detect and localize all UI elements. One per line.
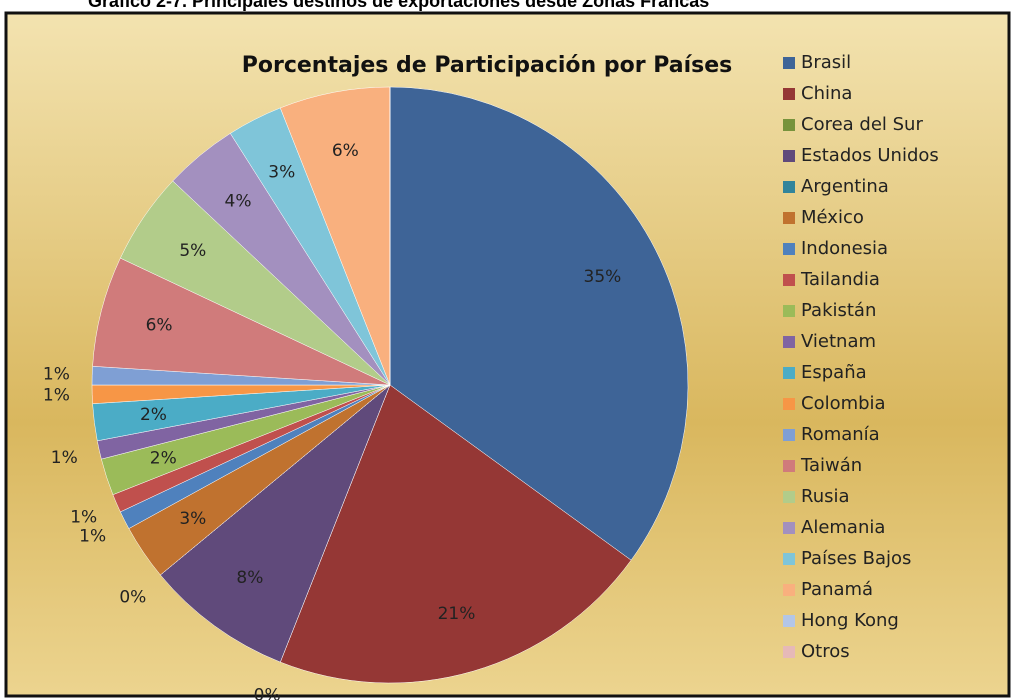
- legend-label: Hong Kong: [801, 610, 899, 631]
- legend-swatch: [783, 119, 795, 131]
- data-label: 6%: [146, 316, 173, 336]
- legend-label: Países Bajos: [801, 548, 911, 569]
- legend-label: España: [801, 362, 867, 383]
- legend-swatch: [783, 491, 795, 503]
- legend-swatch: [783, 553, 795, 565]
- data-label: 2%: [150, 449, 177, 469]
- legend-swatch: [783, 57, 795, 69]
- data-label: 21%: [438, 604, 476, 624]
- legend-label: Colombia: [801, 393, 886, 414]
- legend-label: México: [801, 207, 864, 228]
- legend-label: Tailandia: [800, 269, 880, 290]
- data-label: 6%: [332, 141, 359, 161]
- pie-slice: [279, 384, 632, 684]
- legend-label: Indonesia: [801, 238, 888, 259]
- data-label: 1%: [70, 508, 97, 528]
- pie-slice: [389, 86, 689, 561]
- legend-label: Pakistán: [801, 300, 876, 321]
- legend-swatch: [783, 398, 795, 410]
- legend-swatch: [783, 212, 795, 224]
- legend-label: Alemania: [801, 517, 885, 538]
- page-heading: Gráfico 2-7. Principales destinos de exp…: [88, 0, 709, 11]
- legend-label: Corea del Sur: [801, 114, 923, 135]
- data-label: 1%: [43, 385, 70, 405]
- legend-swatch: [783, 305, 795, 317]
- chart-title: Porcentajes de Participación por Países: [242, 53, 733, 78]
- legend-swatch: [783, 367, 795, 379]
- data-label: 2%: [140, 405, 167, 425]
- legend-label: Estados Unidos: [801, 145, 939, 166]
- legend-label: Otros: [801, 641, 850, 662]
- data-label: 0%: [119, 588, 146, 608]
- legend-label: Panamá: [801, 579, 873, 600]
- legend-swatch: [783, 88, 795, 100]
- legend-swatch: [783, 584, 795, 596]
- legend-label: Rusia: [801, 486, 850, 507]
- legend-swatch: [783, 336, 795, 348]
- data-label: 4%: [225, 191, 252, 211]
- data-label: 1%: [79, 527, 106, 547]
- data-label: 3%: [179, 509, 206, 529]
- legend-swatch: [783, 522, 795, 534]
- data-label: 3%: [268, 163, 295, 183]
- legend-swatch: [783, 429, 795, 441]
- legend-swatch: [783, 615, 795, 627]
- legend-swatch: [783, 646, 795, 658]
- legend-label: Argentina: [801, 176, 889, 197]
- legend-label: Brasil: [801, 52, 851, 73]
- legend-swatch: [783, 150, 795, 162]
- data-label: 0%: [254, 685, 281, 700]
- legend-swatch: [783, 274, 795, 286]
- legend-swatch: [783, 243, 795, 255]
- legend-label: Taiwán: [800, 455, 862, 476]
- data-label: 5%: [179, 241, 206, 261]
- legend-label: Vietnam: [801, 331, 876, 352]
- data-label: 8%: [236, 568, 263, 588]
- legend-swatch: [783, 460, 795, 472]
- data-label: 1%: [51, 448, 78, 468]
- pie-slice: [160, 384, 391, 663]
- data-label: 1%: [43, 365, 70, 385]
- legend-label: China: [801, 83, 852, 104]
- data-label: 35%: [584, 267, 622, 287]
- legend-label: Romanía: [801, 424, 880, 445]
- legend-swatch: [783, 181, 795, 193]
